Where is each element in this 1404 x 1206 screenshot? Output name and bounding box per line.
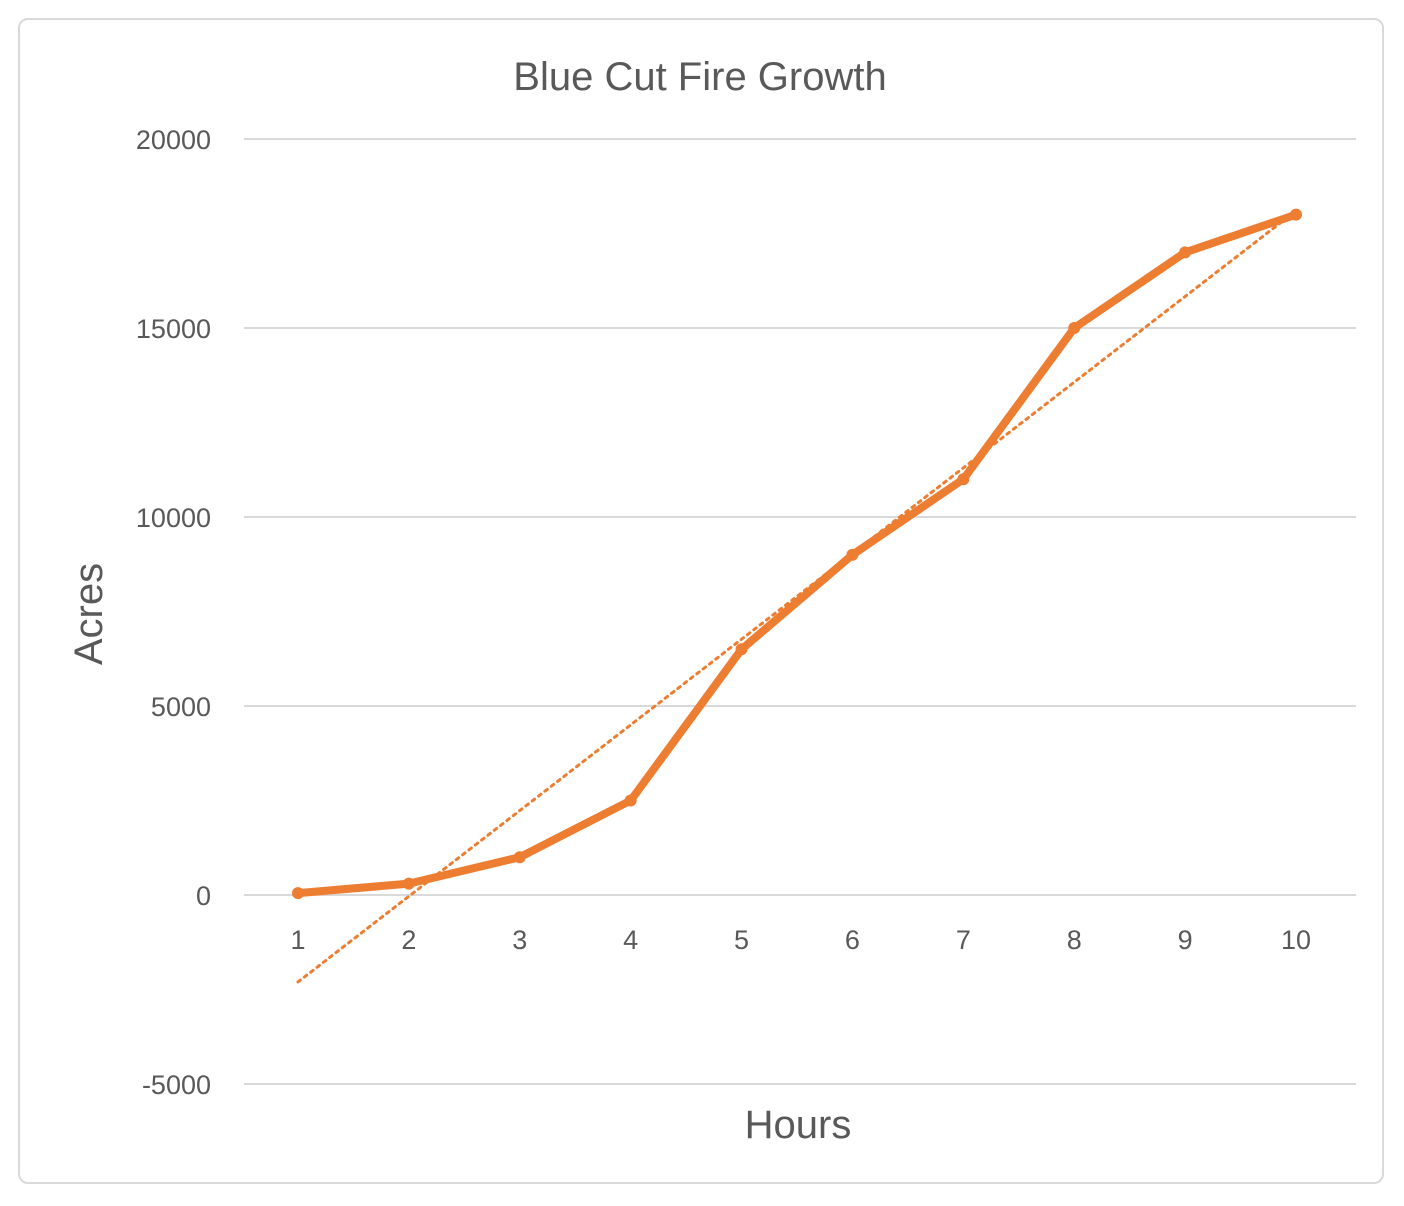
y-axis-ticks: -5000 0 5000 10000 15000 20000 <box>136 125 211 1100</box>
x-tick-label: 5 <box>734 925 749 955</box>
trendline <box>296 209 1298 984</box>
y-tick-label: 10000 <box>136 503 211 533</box>
data-point <box>1068 322 1081 334</box>
x-axis-title: Hours <box>745 1103 852 1147</box>
x-tick-label: 4 <box>623 925 638 955</box>
data-point <box>624 794 637 807</box>
data-point <box>513 851 526 864</box>
chart-frame <box>18 18 1384 1184</box>
data-point <box>292 887 304 900</box>
y-axis-title: Acres <box>67 563 111 665</box>
x-tick-label: 3 <box>512 925 527 955</box>
plot-area <box>292 208 1302 984</box>
data-point <box>957 473 970 486</box>
data-point <box>402 877 415 890</box>
x-axis-ticks: 1 2 3 4 5 6 7 8 9 10 <box>290 925 1311 955</box>
x-tick-label: 7 <box>956 925 971 955</box>
y-tick-label: 20000 <box>136 125 211 155</box>
x-tick-label: 2 <box>401 925 416 955</box>
gridlines <box>244 138 1356 1085</box>
data-point <box>735 643 748 656</box>
series-line <box>294 210 1300 898</box>
y-tick-label: -5000 <box>142 1070 211 1100</box>
y-tick-label: 15000 <box>136 314 211 344</box>
y-tick-label: 5000 <box>151 692 211 722</box>
y-tick-label: 0 <box>196 881 211 911</box>
data-point <box>1290 208 1302 221</box>
x-tick-label: 6 <box>845 925 860 955</box>
x-tick-label: 1 <box>290 925 305 955</box>
data-point <box>1179 246 1192 259</box>
chart-title: Blue Cut Fire Growth <box>513 55 886 99</box>
data-point <box>846 548 859 561</box>
x-tick-label: 9 <box>1178 925 1193 955</box>
x-tick-label: 8 <box>1067 925 1082 955</box>
x-tick-label: 10 <box>1281 925 1311 955</box>
